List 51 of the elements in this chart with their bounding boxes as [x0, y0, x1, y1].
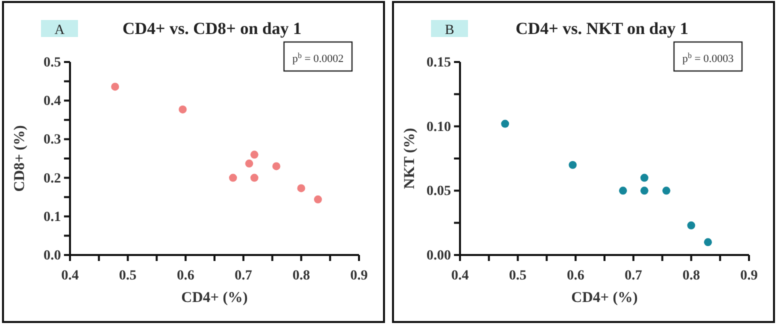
x-tick-label: 0.5	[119, 268, 137, 284]
y-axis-title: NKT (%)	[402, 128, 418, 189]
x-tick-label: 0.6	[176, 268, 194, 284]
y-tick-label: 0.5	[44, 55, 61, 70]
x-tick-label: 0.7	[624, 268, 642, 284]
point	[314, 195, 322, 204]
x-tick-label: 0.6	[566, 268, 584, 284]
y-tick-label: 0.2	[44, 171, 61, 186]
x-tick-label: 0.9	[740, 268, 758, 284]
chart-title: CD4+ vs. CD8+ on day 1	[122, 19, 302, 38]
y-tick-label: 0.4	[44, 94, 61, 110]
point	[245, 160, 254, 168]
annotation: p$^{b}$ = 0.0003	[682, 50, 734, 65]
point	[640, 186, 648, 195]
y-tick-label: 0.15	[426, 55, 451, 70]
x-tick-label: 0.9	[350, 268, 368, 284]
point	[704, 238, 712, 246]
point	[619, 186, 627, 195]
y-tick-label: 0.10	[426, 120, 451, 135]
point	[229, 174, 237, 182]
x-tick-label: 0.7	[234, 268, 252, 284]
point	[640, 174, 648, 182]
point	[178, 105, 187, 114]
point	[297, 184, 306, 192]
annotation: p$^{b}$ = 0.0002	[292, 50, 344, 65]
p-value-box: p$^{b}$ = 0.0003	[673, 41, 743, 72]
point	[568, 160, 577, 169]
point	[687, 221, 696, 230]
panel-label: A	[41, 20, 78, 38]
p-value-box: p$^{b}$ = 0.0002	[283, 41, 353, 72]
x-tick-label: 0.8	[292, 268, 310, 284]
point	[111, 82, 120, 91]
point	[250, 174, 258, 182]
chart-title: CD4+ vs. NKT on day 1	[516, 19, 688, 38]
panel-label: B	[431, 20, 468, 38]
x-axis-title: CD4+ (%)	[571, 290, 638, 306]
x-tick-label: 0.4	[61, 268, 79, 284]
y-axis-title: CD8+ (%)	[12, 125, 28, 192]
y-tick-label: 0.0	[44, 248, 61, 264]
y-tick-label: 0.00	[426, 248, 451, 264]
point	[501, 120, 510, 128]
y-tick-label: 0.05	[426, 184, 451, 200]
x-axis-title: CD4+ (%)	[181, 290, 248, 306]
y-tick-label: 0.3	[44, 132, 61, 148]
y-tick-label: 0.1	[44, 210, 61, 225]
point	[250, 150, 258, 159]
x-tick-label: 0.4	[451, 268, 469, 284]
x-tick-label: 0.8	[682, 268, 700, 284]
point	[662, 186, 670, 195]
point	[272, 162, 280, 170]
x-tick-label: 0.5	[509, 268, 527, 284]
